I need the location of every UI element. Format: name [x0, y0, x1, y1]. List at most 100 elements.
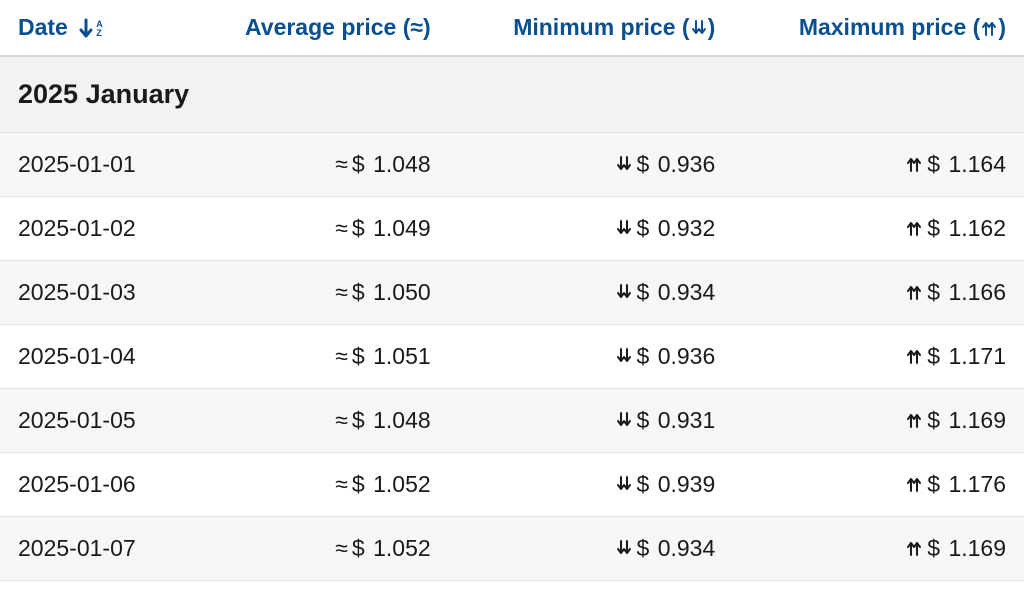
sort-az-icon: AZ	[78, 18, 103, 40]
up-arrows-icon: ()	[973, 14, 1006, 40]
up-arrows-icon	[905, 343, 923, 370]
currency-symbol: $	[637, 471, 650, 497]
cell-max-value: 1.169	[948, 535, 1006, 561]
up-arrows-icon	[905, 407, 923, 434]
currency-symbol: $	[352, 407, 365, 433]
cell-min: $ 0.936	[449, 133, 734, 197]
cell-date: 2025-01-06	[0, 453, 184, 517]
cell-date: 2025-01-07	[0, 517, 184, 581]
approx-icon: ≈	[335, 535, 348, 562]
table-row: 2025-01-04≈$ 1.051$ 0.936$ 1.171	[0, 325, 1024, 389]
cell-max: $ 1.169	[733, 389, 1024, 453]
cell-avg-value: 1.049	[373, 215, 431, 241]
table-header-row: Date AZ Average price (≈) Minimum price …	[0, 0, 1024, 56]
cell-avg: ≈$ 1.050	[184, 261, 449, 325]
cell-avg: ≈$ 1.052	[184, 453, 449, 517]
cell-avg: ≈$ 1.048	[184, 133, 449, 197]
table-row: 2025-01-05≈$ 1.048$ 0.931$ 1.169	[0, 389, 1024, 453]
table-row: 2025-01-06≈$ 1.052$ 0.939$ 1.176	[0, 453, 1024, 517]
cell-max: $ 1.166	[733, 261, 1024, 325]
column-header-min[interactable]: Minimum price ()	[449, 0, 734, 56]
currency-symbol: $	[352, 279, 365, 305]
currency-symbol: $	[352, 471, 365, 497]
currency-symbol: $	[927, 535, 940, 561]
up-arrows-icon	[905, 215, 923, 242]
column-header-avg-label: Average price	[245, 14, 396, 40]
currency-symbol: $	[927, 407, 940, 433]
approx-icon: ≈	[335, 407, 348, 434]
cell-max-value: 1.166	[948, 279, 1006, 305]
currency-symbol: $	[637, 279, 650, 305]
currency-symbol: $	[352, 343, 365, 369]
cell-date: 2025-01-05	[0, 389, 184, 453]
currency-symbol: $	[927, 151, 940, 177]
cell-max-value: 1.164	[948, 151, 1006, 177]
currency-symbol: $	[637, 215, 650, 241]
down-arrows-icon	[615, 535, 633, 562]
cell-min: $ 0.934	[449, 517, 734, 581]
group-header-row: 2025 January	[0, 56, 1024, 133]
cell-max: $ 1.176	[733, 453, 1024, 517]
cell-min-value: 0.936	[658, 151, 716, 177]
cell-min: $ 0.939	[449, 453, 734, 517]
cell-min-value: 0.931	[658, 407, 716, 433]
currency-symbol: $	[637, 343, 650, 369]
table-row: 2025-01-02≈$ 1.049$ 0.932$ 1.162	[0, 197, 1024, 261]
table-row: 2025-01-01≈$ 1.048$ 0.936$ 1.164	[0, 133, 1024, 197]
currency-symbol: $	[352, 151, 365, 177]
cell-max-value: 1.169	[948, 407, 1006, 433]
currency-symbol: $	[637, 407, 650, 433]
cell-max-value: 1.162	[948, 215, 1006, 241]
currency-symbol: $	[927, 279, 940, 305]
cell-avg-value: 1.052	[373, 535, 431, 561]
up-arrows-icon	[905, 279, 923, 306]
approx-icon: ≈	[335, 151, 348, 178]
column-header-date-label: Date	[18, 14, 68, 40]
cell-max-value: 1.171	[948, 343, 1006, 369]
down-arrows-icon	[615, 215, 633, 242]
currency-symbol: $	[927, 215, 940, 241]
cell-min-value: 0.932	[658, 215, 716, 241]
column-header-min-label: Minimum price	[513, 14, 675, 40]
approx-icon: ≈	[335, 279, 348, 306]
cell-max: $ 1.171	[733, 325, 1024, 389]
table-row: 2025-01-03≈$ 1.050$ 0.934$ 1.166	[0, 261, 1024, 325]
down-arrows-icon	[615, 151, 633, 178]
column-header-max[interactable]: Maximum price ()	[733, 0, 1024, 56]
cell-max: $ 1.169	[733, 517, 1024, 581]
cell-min-value: 0.936	[658, 343, 716, 369]
up-arrows-icon	[905, 535, 923, 562]
cell-max: $ 1.162	[733, 197, 1024, 261]
up-arrows-icon	[905, 471, 923, 498]
cell-min: $ 0.932	[449, 197, 734, 261]
currency-symbol: $	[352, 535, 365, 561]
cell-avg-value: 1.048	[373, 407, 431, 433]
approx-icon: ≈	[335, 343, 348, 370]
cell-max-value: 1.176	[948, 471, 1006, 497]
currency-symbol: $	[637, 535, 650, 561]
cell-min: $ 0.934	[449, 261, 734, 325]
cell-min-value: 0.934	[658, 535, 716, 561]
currency-symbol: $	[637, 151, 650, 177]
cell-max: $ 1.164	[733, 133, 1024, 197]
column-header-avg[interactable]: Average price (≈)	[184, 0, 449, 56]
down-arrows-icon	[615, 279, 633, 306]
cell-avg-value: 1.048	[373, 151, 431, 177]
approx-icon: ≈	[335, 471, 348, 498]
down-arrows-icon	[615, 343, 633, 370]
cell-date: 2025-01-04	[0, 325, 184, 389]
cell-avg-value: 1.051	[373, 343, 431, 369]
cell-avg: ≈$ 1.052	[184, 517, 449, 581]
price-table: Date AZ Average price (≈) Minimum price …	[0, 0, 1024, 581]
cell-min: $ 0.936	[449, 325, 734, 389]
cell-min-value: 0.939	[658, 471, 716, 497]
cell-min-value: 0.934	[658, 279, 716, 305]
currency-symbol: $	[927, 343, 940, 369]
cell-avg: ≈$ 1.049	[184, 197, 449, 261]
column-header-date[interactable]: Date AZ	[0, 0, 184, 56]
approx-icon: (≈)	[403, 14, 431, 40]
currency-symbol: $	[352, 215, 365, 241]
cell-min: $ 0.931	[449, 389, 734, 453]
group-header-label: 2025 January	[0, 56, 1024, 133]
cell-date: 2025-01-03	[0, 261, 184, 325]
